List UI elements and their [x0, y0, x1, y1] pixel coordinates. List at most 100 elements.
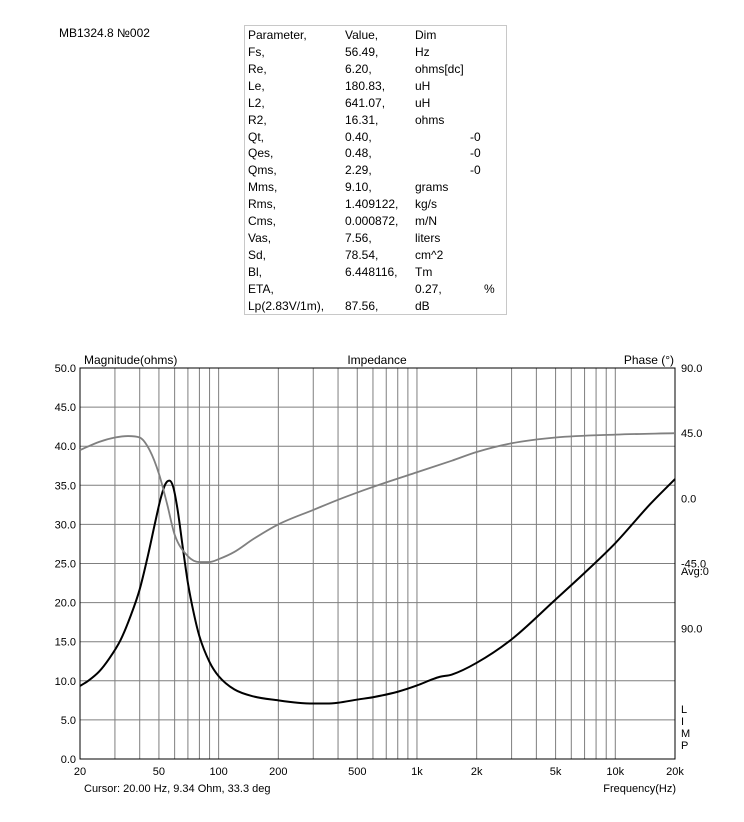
parameter-dim: 0.27,: [415, 281, 442, 296]
parameter-row: ETA, 0.27,%: [245, 282, 506, 299]
parameter-dim: cm^2: [415, 247, 444, 262]
parameter-dim: grams: [415, 180, 449, 195]
axis-labels: 0.0 5.0 10.0 15.0 20.0 25.0 30.0 35.0 40.0 45.0 50…: [55, 363, 707, 778]
parameter-table: Parameter, Value, Dim Fs, 56.49, Hz Re, 6.20, oh…: [244, 25, 507, 315]
parameter-value: 56.49,: [345, 45, 379, 59]
right-axis-label: Phase (°): [624, 353, 674, 367]
parameter-value: 0.48,: [345, 146, 372, 161]
model-title: MB1324.8 №002: [59, 26, 150, 40]
side-letter: I: [681, 716, 684, 728]
x-axis-label: Frequency(Hz): [603, 783, 676, 795]
parameter-dim: ohms[dc]: [415, 61, 464, 76]
parameter-value: 78.54,: [345, 247, 379, 262]
parameter-name: Qt,: [248, 129, 265, 144]
parameter-row: Re, 6.20, ohms[dc]: [245, 62, 506, 79]
y2-tick-label: 0.0: [681, 493, 696, 505]
y-tick-label: 5.0: [61, 715, 76, 727]
y-tick-label: 15.0: [55, 637, 76, 649]
parameter-row: Rms, 1.409122, kg/s: [245, 197, 506, 214]
parameter-name: R2,: [248, 112, 267, 127]
side-letter: M: [681, 728, 690, 740]
header-value: Value,: [345, 28, 379, 42]
grid-lines: [80, 368, 675, 759]
magnitude-curve: [79, 478, 676, 705]
parameter-value: 2.29,: [345, 163, 372, 178]
parameter-name: L2,: [248, 95, 265, 110]
parameter-extra: -0: [470, 163, 481, 178]
parameter-row: Sd, 78.54, cm^2: [245, 248, 506, 265]
header-dim: Dim: [415, 28, 437, 42]
parameter-name: Sd,: [248, 247, 267, 262]
parameter-row: Qt, 0.40, -0: [245, 130, 506, 147]
parameter-name: Rms,: [248, 197, 276, 212]
parameter-value: 87.56,: [345, 298, 379, 313]
parameter-dim: uH: [415, 95, 431, 110]
side-letter: P: [681, 740, 688, 752]
parameter-value: 1.409122,: [345, 197, 399, 212]
x-tick-label: 500: [348, 766, 366, 778]
parameter-name: Qes,: [248, 146, 274, 161]
parameter-value: 9.10,: [345, 180, 372, 195]
parameter-value: 0.40,: [345, 129, 372, 144]
y-tick-label: 40.0: [55, 441, 76, 453]
parameter-row: Vas, 7.56, liters: [245, 231, 506, 248]
x-tick-label: 100: [209, 766, 227, 778]
parameter-value: 180.83,: [345, 78, 386, 93]
parameter-dim: kg/s: [415, 197, 438, 212]
y2-tick-label: -45.0: [681, 559, 706, 571]
phase-curve: [79, 432, 676, 563]
parameter-row: Lp(2.83V/1m), 87.56, dB: [245, 299, 506, 316]
parameter-extra: -0: [470, 146, 481, 161]
parameter-value: 641.07,: [345, 95, 386, 110]
parameter-dim: liters: [415, 230, 441, 245]
parameter-dim: dB: [415, 298, 430, 313]
parameter-value: 6.20,: [345, 61, 372, 76]
y-tick-label: 50.0: [55, 363, 76, 375]
parameter-dim: Hz: [415, 45, 430, 59]
x-tick-label: 20: [74, 766, 86, 778]
parameter-value: 7.56,: [345, 230, 372, 245]
parameter-dim: ohms: [415, 112, 445, 127]
y-tick-label: 0.0: [61, 754, 76, 766]
parameter-row: Qes, 0.48, -0: [245, 146, 506, 163]
y2-tick-label: 90.0: [681, 624, 702, 636]
parameter-row: Bl, 6.448116, Tm: [245, 265, 506, 282]
parameter-value: 16.31,: [345, 112, 379, 127]
parameter-name: Qms,: [248, 163, 277, 178]
y-tick-label: 30.0: [55, 519, 76, 531]
left-axis-label: Magnitude(ohms): [84, 353, 177, 367]
parameter-name: Fs,: [248, 45, 265, 59]
plot-frame: [79, 367, 676, 760]
y-tick-label: 25.0: [55, 559, 76, 571]
x-tick-label: 5k: [550, 766, 562, 778]
parameter-value: 0.000872,: [345, 214, 399, 228]
y-tick-label: 35.0: [55, 480, 76, 492]
parameter-row: L2, 641.07, uH: [245, 96, 506, 113]
parameter-row: R2, 16.31, ohms: [245, 113, 506, 130]
y-tick-label: 20.0: [55, 598, 76, 610]
parameter-row: Qms, 2.29, -0: [245, 163, 506, 180]
parameter-name: Le,: [248, 78, 265, 93]
x-tick-label: 50: [153, 766, 165, 778]
parameter-pct: %: [484, 281, 495, 296]
parameter-dim: Tm: [415, 264, 433, 279]
parameter-dim: uH: [415, 78, 431, 93]
x-tick-label: 1k: [411, 766, 423, 778]
parameter-row: Le, 180.83, uH: [245, 79, 506, 96]
x-tick-label: 2k: [471, 766, 483, 778]
parameter-name: Lp(2.83V/1m),: [248, 298, 325, 313]
header-parameter: Parameter,: [248, 28, 307, 42]
chart-title: Impedance: [347, 353, 407, 367]
parameter-name: Cms,: [248, 214, 276, 228]
series-layer: [79, 432, 676, 705]
parameter-dim: m/N: [415, 214, 437, 228]
y2-tick-label: 45.0: [681, 428, 702, 440]
y2-tick-label: 90.0: [681, 363, 702, 375]
parameter-value: 6.448116,: [345, 264, 398, 279]
parameter-extra: -0: [470, 129, 481, 144]
avg-readout: Avg:0: [681, 566, 709, 578]
cursor-readout: Cursor: 20.00 Hz, 9.34 Ohm, 33.3 deg: [84, 783, 271, 795]
y-tick-label: 10.0: [55, 676, 76, 688]
parameter-name: Bl,: [248, 264, 263, 279]
x-tick-label: 10k: [606, 766, 624, 778]
